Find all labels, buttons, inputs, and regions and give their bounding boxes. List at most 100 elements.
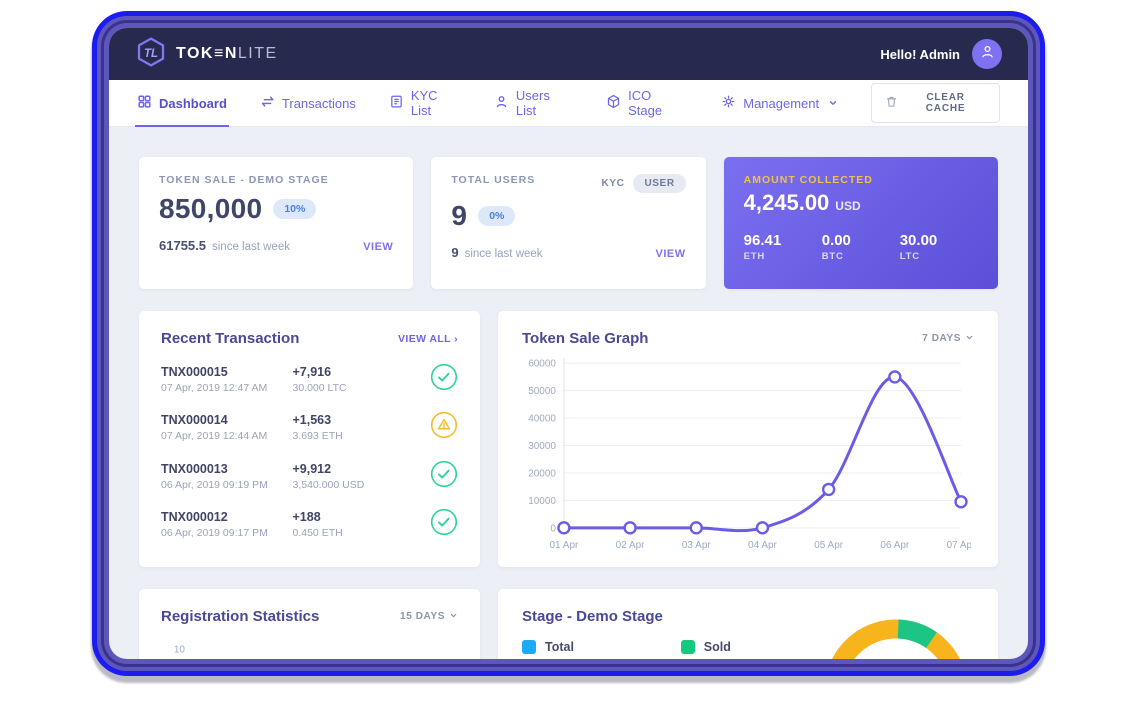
token-sale-graph-title: Token Sale Graph — [522, 330, 649, 347]
registration-bar-chart: 108 — [174, 645, 186, 656]
clear-cache-label: CLEAR CACHE — [925, 92, 966, 114]
tab-label: Dashboard — [159, 95, 227, 111]
svg-text:20000: 20000 — [528, 468, 556, 479]
amount-collected-card: AMOUNT COLLECTED 4,245.00 USD 96.41 ETH … — [723, 157, 998, 289]
sold-swatch — [680, 640, 695, 654]
trash-icon — [885, 95, 898, 111]
svg-text:TL: TL — [144, 47, 158, 59]
total-users-footer-text: since last week — [464, 248, 543, 260]
kyc-toggle-option[interactable]: KYC — [601, 178, 625, 189]
graph-period-dropdown[interactable]: 7 DAYS — [922, 333, 974, 345]
tab-transactions[interactable]: Transactions — [260, 80, 356, 127]
tx-status-icon — [430, 363, 458, 396]
tx-amount: +188 — [292, 510, 321, 524]
transaction-row[interactable]: TNX000015 07 Apr, 2019 12:47 AM +7,916 3… — [161, 363, 458, 396]
avatar[interactable] — [972, 39, 1002, 69]
tx-date: 07 Apr, 2019 12:47 AM — [161, 381, 268, 394]
ltc-amount: 30.00 — [899, 232, 938, 249]
main-nav-tabs: Dashboard Transactions KYC List — [109, 80, 1028, 127]
total-users-view-link[interactable]: VIEW — [655, 248, 686, 260]
stage-demo-title: Stage - Demo Stage — [522, 608, 663, 625]
tab-kyc-list[interactable]: KYC List — [389, 80, 461, 127]
tab-dashboard[interactable]: Dashboard — [135, 80, 229, 127]
recent-transactions-title: Recent Transaction — [161, 330, 300, 347]
tx-id: TNX000013 — [161, 461, 228, 476]
svg-text:40000: 40000 — [528, 414, 556, 425]
tx-id: TNX000012 — [161, 510, 228, 524]
top-navbar: TL TOK≡NLITE Hello! Admin — [109, 28, 1028, 80]
svg-text:04 Apr: 04 Apr — [748, 540, 778, 551]
user-toggle-option[interactable]: USER — [633, 174, 686, 193]
eth-amount: 96.41 — [743, 232, 782, 249]
svg-text:10000: 10000 — [528, 496, 556, 507]
registration-period-dropdown[interactable]: 15 DAYS — [400, 611, 458, 623]
tx-date: 07 Apr, 2019 12:44 AM — [161, 430, 268, 442]
tx-amount: +7,916 — [292, 364, 332, 379]
btc-unit: BTC — [821, 251, 844, 262]
svg-text:01 Apr: 01 Apr — [549, 540, 579, 551]
tx-id: TNX000014 — [161, 413, 228, 427]
transaction-row[interactable]: TNX000012 06 Apr, 2019 09:17 PM +188 0.4… — [161, 508, 458, 541]
stage-demo-card: Stage - Demo Stage Total 850,000 — [498, 589, 998, 659]
user-icon — [979, 43, 996, 65]
svg-text:06 Apr: 06 Apr — [880, 540, 910, 551]
total-users-footer-value: 9 — [451, 245, 459, 260]
tab-label: Transactions — [281, 95, 356, 111]
view-all-link[interactable]: VIEW ALL › — [397, 332, 458, 345]
legend-item-sold: Sold 77,721 * — [680, 640, 745, 659]
tab-ico-stage[interactable]: ICO Stage — [606, 80, 688, 127]
token-sale-line-chart: 0 10000 20000 30000 40000 50000 60000 01 Apr 02 … — [528, 358, 976, 551]
stage-donut-chart — [816, 605, 976, 659]
legend-item-total: Total 850,000 — [522, 640, 585, 659]
svg-text:10: 10 — [174, 645, 186, 656]
app-window: TL TOK≡NLITE Hello! Admin — [109, 28, 1028, 659]
tab-label: Management — [743, 95, 820, 111]
tx-status-icon — [430, 460, 458, 493]
token-sale-footer-text: since last week — [212, 241, 290, 253]
total-users-label: TOTAL USERS — [451, 174, 536, 186]
tab-management[interactable]: Management — [721, 80, 838, 127]
svg-text:30000: 30000 — [528, 441, 556, 452]
tx-detail: 0.450 ETH — [292, 527, 343, 539]
transaction-row[interactable]: TNX000014 07 Apr, 2019 12:44 AM +1,563 3… — [161, 411, 458, 444]
brand-logo[interactable]: TL TOK≡NLITE — [135, 36, 278, 73]
tx-date: 06 Apr, 2019 09:17 PM — [161, 527, 268, 539]
token-sale-view-link[interactable]: VIEW — [363, 241, 394, 253]
token-sale-footer-value: 61755.5 — [159, 238, 206, 253]
tab-users-list[interactable]: Users List — [494, 80, 573, 127]
dashboard-grid-icon — [137, 94, 152, 112]
amount-collected-currency: USD — [835, 199, 861, 213]
chevron-down-icon — [965, 333, 974, 345]
tx-amount: +9,912 — [292, 461, 332, 476]
dashboard-content: TOKEN SALE - DEMO STAGE 850,000 10% 6175… — [109, 127, 1028, 659]
tx-detail: 30.000 LTC — [292, 381, 347, 394]
token-sale-value: 850,000 — [159, 193, 263, 224]
total-users-badge: 0% — [478, 206, 516, 226]
svg-text:02 Apr: 02 Apr — [616, 540, 646, 551]
svg-text:0: 0 — [550, 523, 556, 534]
registration-statistics-title: Registration Statistics — [161, 608, 320, 625]
legend-sold-value: 77,721 * — [704, 658, 745, 659]
legend-total-value: 850,000 — [545, 658, 585, 659]
brand-text: TOK≡NLITE — [176, 45, 278, 63]
clear-cache-button[interactable]: CLEAR CACHE — [871, 83, 1000, 123]
list-document-icon — [389, 94, 404, 112]
svg-text:60000: 60000 — [528, 359, 556, 370]
btc-amount: 0.00 — [821, 232, 851, 249]
token-sale-label: TOKEN SALE - DEMO STAGE — [159, 174, 329, 186]
eth-unit: ETH — [743, 251, 766, 262]
swap-arrows-icon — [260, 94, 275, 112]
transaction-row[interactable]: TNX000013 06 Apr, 2019 09:19 PM +9,912 3… — [161, 460, 458, 493]
total-users-value: 9 — [451, 200, 468, 231]
amount-collected-label: AMOUNT COLLECTED — [743, 174, 873, 186]
tx-amount: +1,563 — [292, 413, 332, 427]
user-icon — [494, 94, 509, 112]
tx-date: 06 Apr, 2019 09:19 PM — [161, 478, 268, 491]
gear-icon — [721, 94, 736, 112]
svg-text:03 Apr: 03 Apr — [682, 540, 712, 551]
tx-detail: 3.693 ETH — [292, 430, 343, 442]
brand-text-light: LITE — [237, 45, 278, 62]
legend-sold-label: Sold — [703, 640, 731, 654]
greeting-text: Hello! Admin — [880, 46, 960, 62]
